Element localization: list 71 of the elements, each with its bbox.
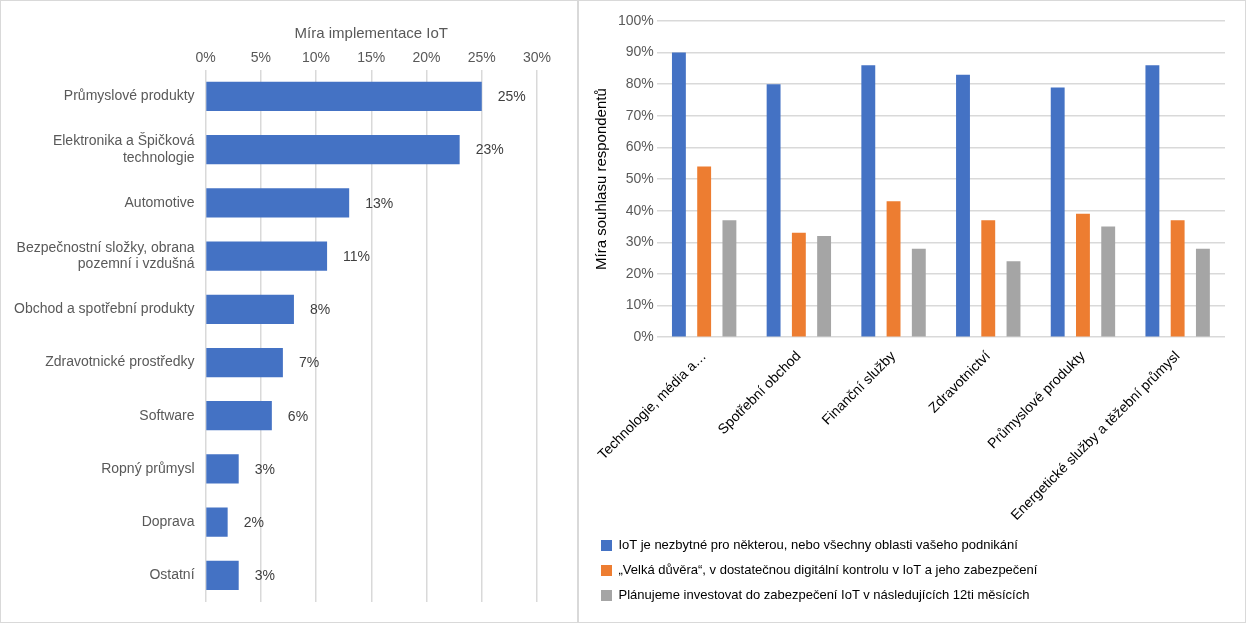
bar: [791, 232, 806, 337]
x-tick-label: 30%: [522, 49, 552, 66]
bar: [1006, 261, 1021, 337]
y-tick-label: 0%: [633, 328, 654, 345]
data-label: 11%: [343, 247, 371, 264]
x-axis-title: Míra implementace IoT: [294, 24, 448, 42]
y-tick-label: 50%: [625, 169, 654, 186]
y-tick-label: 90%: [625, 43, 654, 60]
y-tick-label: 100%: [617, 11, 654, 28]
legend-label: IoT je nezbytné pro některou, nebo všechny oblasti vašeho podnikání: [618, 537, 1019, 553]
bar: [722, 220, 737, 337]
x-tick-label: 0%: [195, 49, 216, 66]
x-tick-label: 20%: [412, 49, 441, 66]
bar: [206, 135, 460, 165]
bar: [206, 454, 239, 484]
y-tick-label: Zdravotnické prostředky: [45, 353, 195, 370]
bar: [886, 201, 901, 337]
bar: [1076, 213, 1090, 337]
data-label: 8%: [309, 301, 331, 318]
y-tick-label: Průmyslové produkty: [63, 87, 195, 104]
data-label: 2%: [243, 514, 264, 531]
y-axis-title: Míra souhlasu respondentů: [592, 88, 610, 270]
y-tick-label: 40%: [625, 201, 654, 218]
x-tick-label: 25%: [467, 49, 496, 66]
bar: [861, 65, 876, 337]
bar: [206, 241, 328, 271]
bar: [766, 84, 781, 337]
bar: [956, 74, 970, 337]
y-tick-label: 60%: [625, 138, 654, 155]
y-tick-label: 20%: [625, 264, 654, 281]
y-tick-label: 30%: [625, 233, 654, 250]
y-tick-label: Bezpečnostní složky, obrana pozemní i vzdušná: [16, 238, 195, 272]
data-label: 25%: [497, 88, 526, 105]
y-tick-label: Obchod a spotřební produkty: [14, 300, 195, 317]
bar: [671, 52, 686, 337]
data-label: 3%: [254, 460, 275, 477]
y-tick-label: Doprava: [141, 513, 195, 530]
data-label: 3%: [254, 567, 275, 584]
x-tick-label: 5%: [250, 49, 271, 66]
data-label: 7%: [298, 354, 320, 371]
bar: [206, 560, 239, 591]
bar: [1050, 87, 1065, 337]
bar: [206, 188, 350, 218]
y-tick-label: Ropný průmysl: [101, 459, 195, 476]
data-label: 13%: [365, 194, 394, 211]
bar: [1145, 65, 1160, 337]
y-tick-label: Software: [139, 406, 195, 423]
y-tick-label: 70%: [625, 106, 654, 123]
y-tick-label: 10%: [625, 296, 654, 313]
y-tick-label: Ostatní: [149, 566, 195, 583]
data-label: 23%: [475, 141, 504, 158]
x-tick-label: 10%: [302, 49, 331, 66]
bar: [981, 220, 996, 337]
bar: [206, 81, 482, 112]
bar: [206, 347, 283, 378]
bar: [817, 235, 832, 337]
legend-label: Plánujeme investovat do zabezpečení IoT v následujících 12ti měsících: [618, 587, 1030, 603]
x-tick-label: 15%: [357, 49, 386, 66]
bar: [1101, 226, 1116, 337]
y-tick-label: 80%: [625, 75, 654, 92]
data-label: 6%: [287, 407, 309, 424]
y-tick-label: Elektronika a Špičková technologie: [52, 132, 195, 165]
y-tick-label: Automotive: [124, 193, 195, 210]
bar: [206, 401, 272, 431]
bar: [911, 248, 926, 337]
bar: [1195, 248, 1210, 337]
bar: [1170, 220, 1185, 337]
legend-label: „Velká důvěra“, v dostatečnou digitální kontrolu v IoT a jeho zabezpečení: [618, 562, 1038, 578]
bar: [206, 507, 228, 537]
bar: [697, 166, 712, 337]
bar: [206, 294, 294, 324]
